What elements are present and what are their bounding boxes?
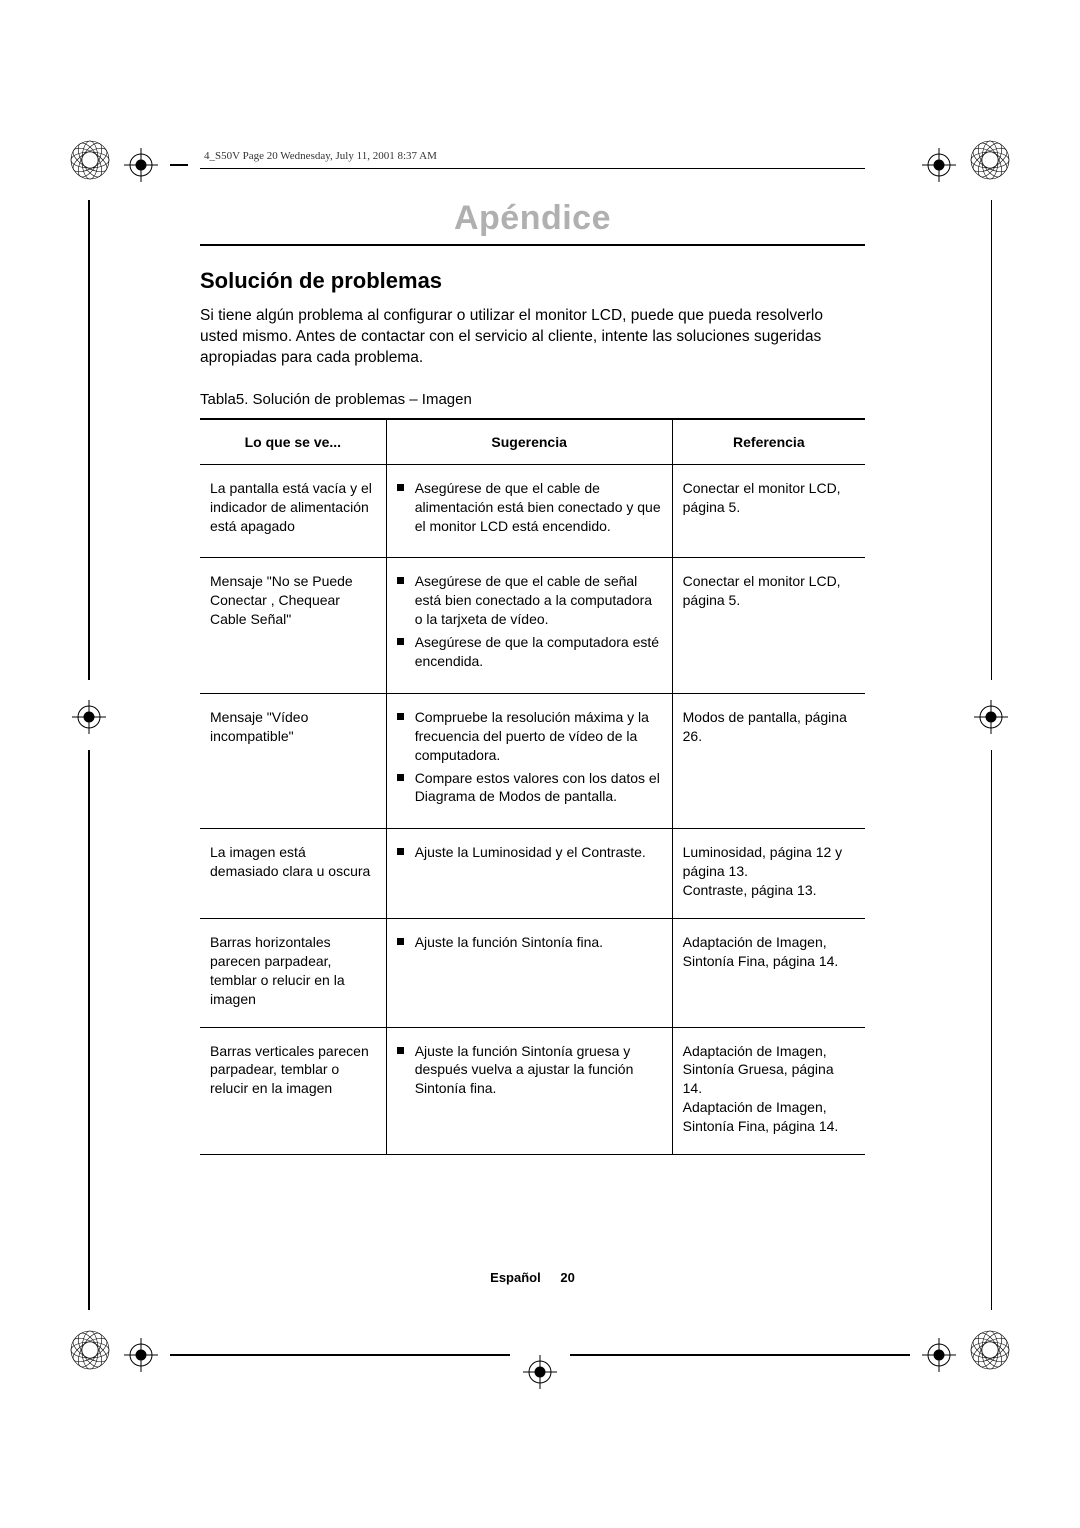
regmark-cross-top-left	[124, 148, 158, 182]
table-row: Mensaje "No se Puede Conectar , Chequear…	[200, 558, 865, 693]
table-row: Barras horizontales parecen parpadear, t…	[200, 919, 865, 1028]
section-title: Solución de problemas	[200, 268, 865, 294]
cell-suggestion: Asegúrese de que el cable de señal está …	[386, 558, 672, 693]
cell-issue: Mensaje "Vídeo incompatible"	[200, 693, 386, 828]
table-row: La imagen está demasiado clara u oscura A…	[200, 829, 865, 919]
troubleshooting-table: Lo que se ve... Sugerencia Referencia La…	[200, 418, 865, 1155]
footer-page-number: 20	[560, 1270, 574, 1285]
table-row: Mensaje "Vídeo incompatible"Compruebe la…	[200, 693, 865, 828]
cell-issue: Barras horizontales parecen parpadear, t…	[200, 919, 386, 1028]
regmark-vline-right-upper	[991, 200, 993, 680]
suggestion-item: Asegúrese de que el cable de alimentació…	[397, 479, 662, 536]
cell-issue: La pantalla está vacía y el indicador de…	[200, 464, 386, 558]
regmark-spiro-top-left	[70, 140, 110, 185]
regmark-vline-right-lower	[991, 750, 993, 1310]
suggestion-item: Ajuste la función Sintonía gruesa y desp…	[397, 1042, 662, 1099]
table-header-row: Lo que se ve... Sugerencia Referencia	[200, 419, 865, 465]
regmark-cross-mid-left	[72, 700, 106, 734]
cell-issue: Mensaje "No se Puede Conectar , Chequear…	[200, 558, 386, 693]
regmark-cross-bottom-right	[922, 1338, 956, 1372]
cell-reference: Conectar el monitor LCD, página 5.	[672, 558, 865, 693]
regmark-bar-top	[170, 164, 188, 166]
col-header-issue: Lo que se ve...	[200, 419, 386, 465]
cell-suggestion: Compruebe la resolución máxima y la frec…	[386, 693, 672, 828]
page-footer: Español 20	[200, 1270, 865, 1285]
regmark-cross-top-right	[922, 148, 956, 182]
cell-reference: Modos de pantalla, página 26.	[672, 693, 865, 828]
regmark-vline-left-upper	[88, 200, 90, 680]
footer-language: Español	[490, 1270, 541, 1285]
regmark-spiro-bottom-right	[970, 1330, 1010, 1375]
table-row: Barras verticales parecen parpadear, tem…	[200, 1027, 865, 1154]
suggestion-item: Asegúrese de que el cable de señal está …	[397, 572, 662, 629]
regmark-spiro-top-right	[970, 140, 1010, 185]
cell-issue: Barras verticales parecen parpadear, tem…	[200, 1027, 386, 1154]
page-content: 4_S50V Page 20 Wednesday, July 11, 2001 …	[200, 150, 865, 1155]
col-header-reference: Referencia	[672, 419, 865, 465]
regmark-cross-bottom-center	[523, 1355, 557, 1389]
chapter-rule	[200, 244, 865, 246]
regmark-vline-left-lower	[88, 750, 90, 1310]
cell-reference: Luminosidad, página 12 y página 13. Cont…	[672, 829, 865, 919]
col-header-suggestion: Sugerencia	[386, 419, 672, 465]
regmark-hline-bottom-left	[170, 1354, 510, 1356]
suggestion-item: Ajuste la Luminosidad y el Contraste.	[397, 843, 662, 862]
regmark-spiro-bottom-left	[70, 1330, 110, 1375]
running-header: 4_S50V Page 20 Wednesday, July 11, 2001 …	[200, 150, 865, 162]
table-row: La pantalla está vacía y el indicador de…	[200, 464, 865, 558]
intro-paragraph: Si tiene algún problema al configurar o …	[200, 306, 865, 369]
cell-reference: Adaptación de Imagen, Sintonía Fina, pág…	[672, 919, 865, 1028]
cell-suggestion: Ajuste la función Sintonía gruesa y desp…	[386, 1027, 672, 1154]
regmark-hline-bottom-right	[570, 1354, 910, 1356]
header-rule	[200, 168, 865, 169]
regmark-cross-mid-right	[974, 700, 1008, 734]
cell-suggestion: Asegúrese de que el cable de alimentació…	[386, 464, 672, 558]
suggestion-item: Asegúrese de que la computadora esté enc…	[397, 633, 662, 671]
chapter-title: Apéndice	[200, 199, 865, 238]
suggestion-item: Compare estos valores con los datos el D…	[397, 769, 662, 807]
regmark-cross-bottom-left	[124, 1338, 158, 1372]
suggestion-item: Compruebe la resolución máxima y la frec…	[397, 708, 662, 765]
cell-suggestion: Ajuste la función Sintonía fina.	[386, 919, 672, 1028]
table-caption: Tabla5. Solución de problemas – Imagen	[200, 391, 865, 408]
cell-reference: Conectar el monitor LCD, página 5.	[672, 464, 865, 558]
suggestion-item: Ajuste la función Sintonía fina.	[397, 933, 662, 952]
cell-reference: Adaptación de Imagen, Sintonía Gruesa, p…	[672, 1027, 865, 1154]
cell-issue: La imagen está demasiado clara u oscura	[200, 829, 386, 919]
cell-suggestion: Ajuste la Luminosidad y el Contraste.	[386, 829, 672, 919]
